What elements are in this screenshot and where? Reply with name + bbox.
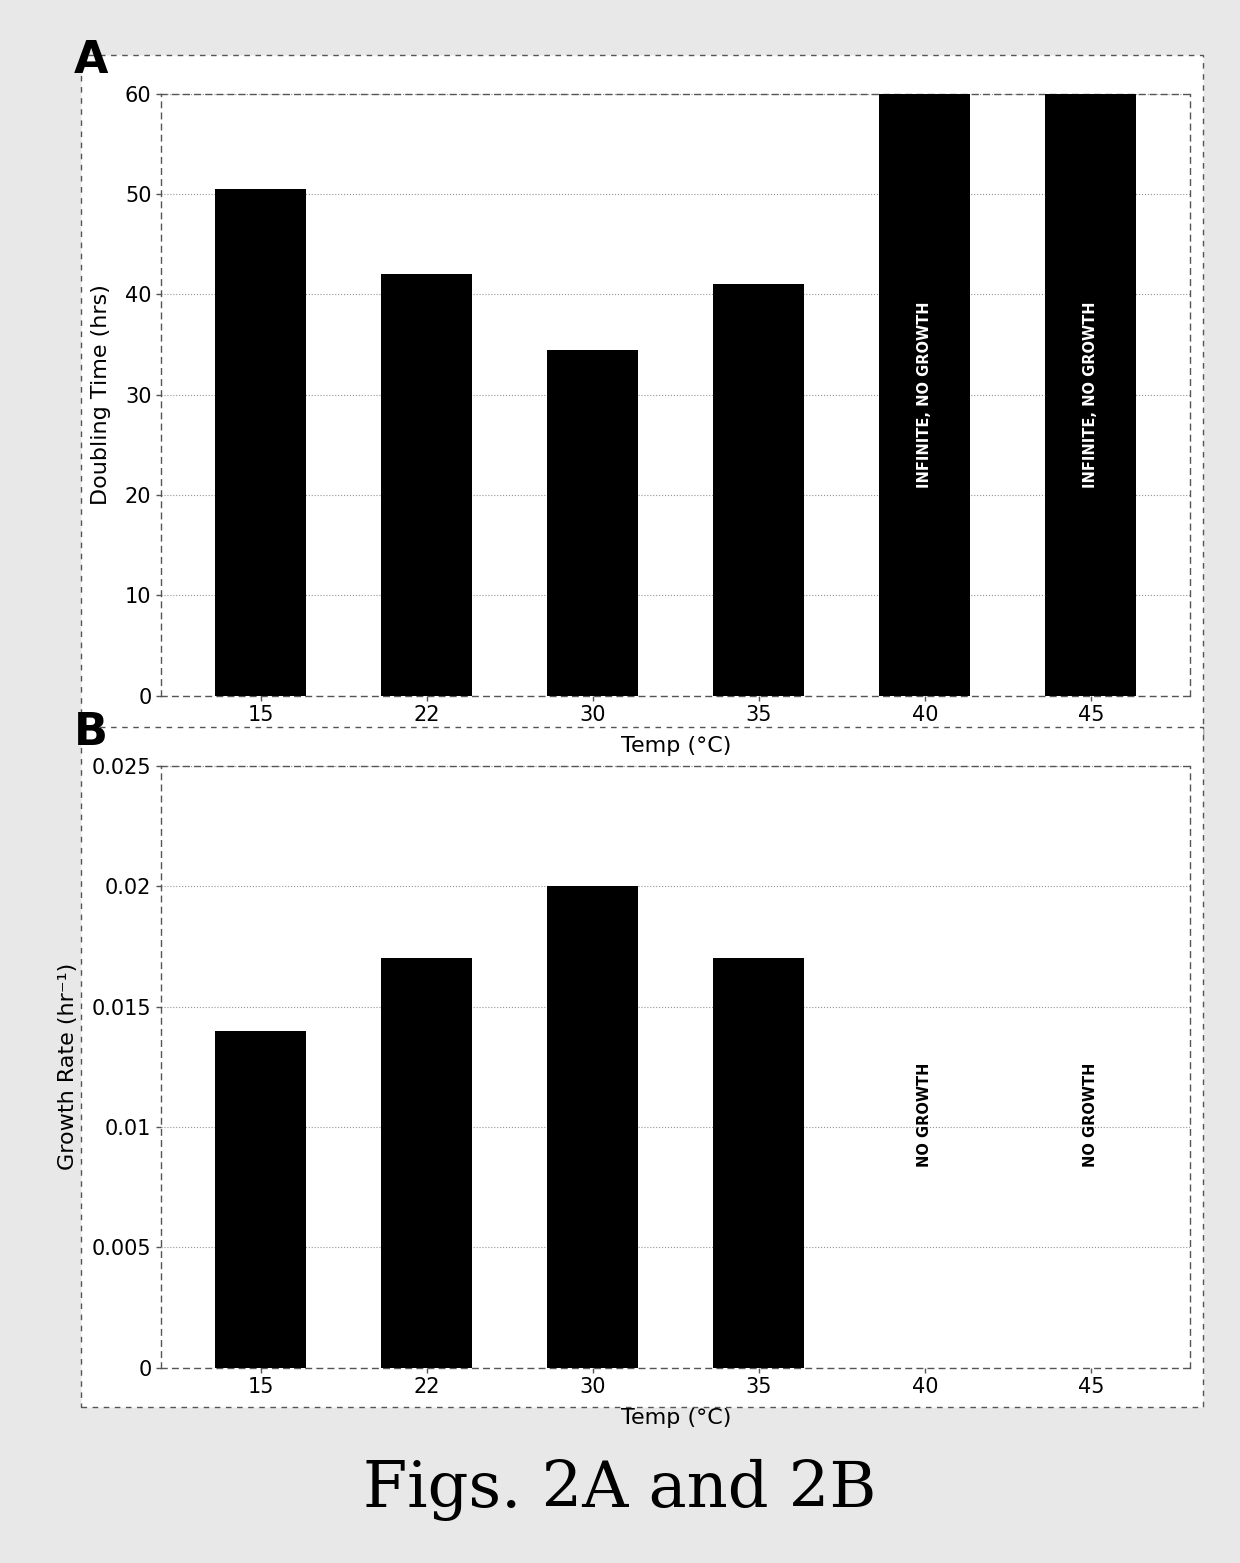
Bar	[381, 958, 472, 1368]
Bar	[713, 284, 805, 696]
Text: Figs. 2A and 2B: Figs. 2A and 2B	[363, 1458, 877, 1521]
Text: INFINITE, NO GROWTH: INFINITE, NO GROWTH	[918, 302, 932, 488]
Bar	[879, 94, 971, 696]
Bar	[216, 1030, 306, 1368]
Y-axis label: Doubling Time (hrs): Doubling Time (hrs)	[91, 284, 110, 505]
X-axis label: Temp (°C): Temp (°C)	[620, 1408, 732, 1429]
Text: NO GROWTH: NO GROWTH	[918, 1063, 932, 1168]
Bar	[547, 886, 639, 1368]
Bar	[381, 275, 472, 696]
Bar	[547, 350, 639, 696]
X-axis label: Temp (°C): Temp (°C)	[620, 736, 732, 756]
Text: B: B	[73, 711, 108, 753]
Text: INFINITE, NO GROWTH: INFINITE, NO GROWTH	[1084, 302, 1099, 488]
Bar	[1045, 94, 1136, 696]
Y-axis label: Growth Rate (hr⁻¹): Growth Rate (hr⁻¹)	[58, 963, 78, 1171]
Text: A: A	[73, 39, 108, 81]
Bar	[216, 189, 306, 696]
Bar	[713, 958, 805, 1368]
Text: NO GROWTH: NO GROWTH	[1084, 1063, 1099, 1168]
